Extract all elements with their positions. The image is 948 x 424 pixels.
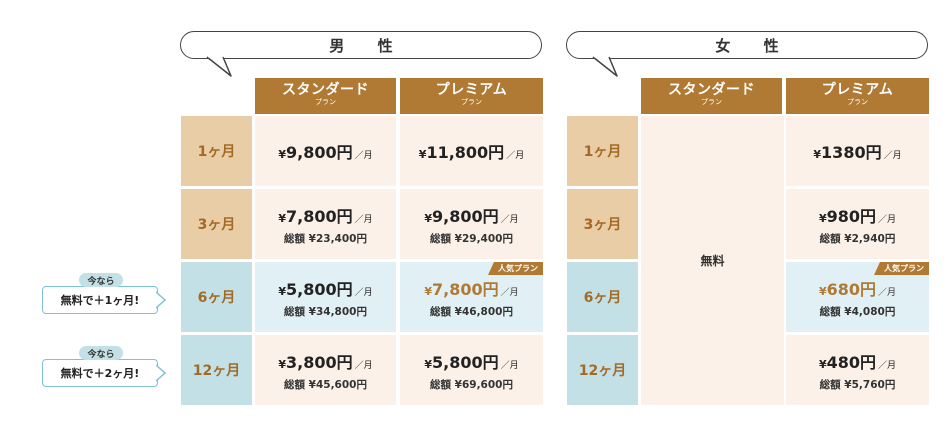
male-duration-1: 1ヶ月	[181, 116, 252, 186]
male-bubble-tail	[206, 56, 232, 77]
female-standard-free: 無料	[641, 116, 784, 405]
promo-tag-12m: 今なら	[79, 346, 123, 360]
price: ¥7,800円 ／月	[278, 206, 373, 226]
male-std-3m: ¥7,800円 ／月 総額 ¥23,400円	[255, 189, 396, 259]
total-price: 総額 ¥29,400円	[430, 232, 513, 245]
male-duration-6: 6ヶ月	[181, 262, 252, 332]
male-duration-12: 12ヶ月	[181, 335, 252, 405]
price: ¥7,800円 ／月	[424, 279, 519, 299]
total-price: 総額 ¥4,080円	[819, 305, 896, 318]
female-title-bubble: 女 性	[566, 31, 928, 59]
female-prem-3m: ¥980円 ／月 総額 ¥2,940円	[786, 189, 929, 259]
total-price: 総額 ¥45,600円	[284, 378, 367, 391]
male-title: 男 性	[329, 36, 407, 55]
promo-tag-6m: 今なら	[79, 273, 123, 287]
total-price: 総額 ¥2,940円	[819, 232, 896, 245]
price: ¥5,800円 ／月	[278, 279, 373, 299]
price: ¥5,800円 ／月	[424, 352, 519, 372]
price: ¥480円 ／月	[818, 352, 897, 372]
male-prem-3m: ¥9,800円 ／月 総額 ¥29,400円	[400, 189, 543, 259]
promo-6m: 無料で＋1ヶ月!	[42, 286, 158, 314]
total-price: 総額 ¥46,800円	[430, 305, 513, 318]
female-header-premium: プレミアム プラン	[786, 78, 929, 114]
female-header-standard: スタンダード プラン	[641, 78, 782, 114]
total-price: 総額 ¥69,600円	[430, 378, 513, 391]
male-duration-3: 3ヶ月	[181, 189, 252, 259]
total-price: 総額 ¥23,400円	[284, 232, 367, 245]
female-prem-1m: ¥1380円 ／月	[786, 116, 929, 186]
female-title: 女 性	[715, 36, 793, 55]
promo-12m-arrow	[156, 364, 167, 382]
female-duration-1: 1ヶ月	[567, 116, 638, 186]
female-duration-12: 12ヶ月	[567, 335, 638, 405]
price: ¥9,800円 ／月	[424, 206, 519, 226]
price: ¥9,800円 ／月	[278, 143, 373, 162]
female-prem-6m: 人気プラン ¥680円 ／月 総額 ¥4,080円	[786, 262, 929, 332]
male-header-premium: プレミアム プラン	[400, 78, 543, 114]
female-bubble-tail	[592, 56, 618, 77]
price: ¥1380円 ／月	[813, 143, 902, 162]
female-duration-3: 3ヶ月	[567, 189, 638, 259]
male-std-12m: ¥3,800円 ／月 総額 ¥45,600円	[255, 335, 396, 405]
male-std-1m: ¥9,800円 ／月	[255, 116, 396, 186]
male-prem-12m: ¥5,800円 ／月 総額 ¥69,600円	[400, 335, 543, 405]
male-title-bubble: 男 性	[180, 31, 542, 59]
popular-badge: 人気プラン	[488, 262, 543, 275]
price: ¥11,800円 ／月	[418, 143, 525, 162]
price: ¥980円 ／月	[818, 206, 897, 226]
male-header-standard: スタンダード プラン	[255, 78, 396, 114]
total-price: 総額 ¥5,760円	[819, 378, 896, 391]
total-price: 総額 ¥34,800円	[284, 305, 367, 318]
male-std-6m: ¥5,800円 ／月 総額 ¥34,800円	[255, 262, 396, 332]
promo-12m: 無料で＋2ヶ月!	[42, 359, 158, 387]
female-prem-12m: ¥480円 ／月 総額 ¥5,760円	[786, 335, 929, 405]
popular-badge: 人気プラン	[874, 262, 929, 275]
price: ¥3,800円 ／月	[278, 352, 373, 372]
male-prem-1m: ¥11,800円 ／月	[400, 116, 543, 186]
male-prem-6m: 人気プラン ¥7,800円 ／月 総額 ¥46,800円	[400, 262, 543, 332]
female-duration-6: 6ヶ月	[567, 262, 638, 332]
promo-6m-arrow	[156, 291, 167, 309]
price: ¥680円 ／月	[818, 279, 897, 299]
